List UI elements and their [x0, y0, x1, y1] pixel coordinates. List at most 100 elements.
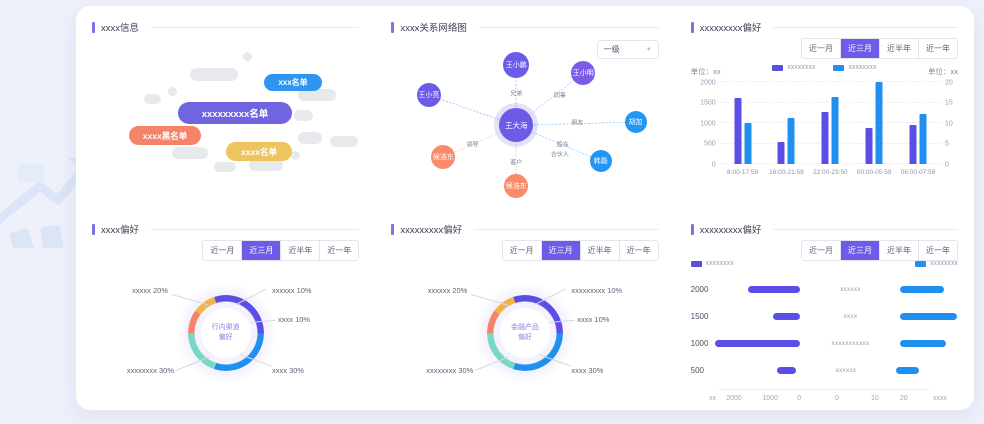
y-axis-tick-left: 1500 — [700, 99, 716, 107]
time-range-tab-1[interactable]: 近三月 — [841, 39, 880, 58]
header-divider — [773, 26, 958, 28]
time-range-tab-1[interactable]: 近三月 — [541, 241, 581, 260]
network-graph[interactable]: 王小鹏 王小明 王小亮 胡加 韩磊 候浩东 候浩东 王大海 兄弟 同事 朋友 股东 合伙人 领导 客户 — [379, 38, 670, 206]
time-range-tab-2[interactable]: 近半年 — [281, 241, 321, 260]
network-node-候浩东[interactable]: 候浩东 — [431, 145, 456, 170]
time-range-tab-1[interactable]: 近三月 — [242, 241, 282, 260]
bar-left[interactable] — [772, 313, 801, 320]
panel-header: xxxxxxxxx偏好 — [690, 20, 958, 34]
donut-center-label: 金融产品 偏好 — [499, 308, 550, 358]
bar-series-1[interactable] — [909, 125, 917, 164]
bar-cell-left — [708, 313, 804, 320]
time-range-tab-0[interactable]: 近一月 — [802, 241, 841, 260]
time-range-tab-1[interactable]: 近三月 — [841, 241, 880, 260]
time-range-tabs[interactable]: 近一月 近三月 近半年 近一年 — [801, 240, 958, 261]
panel-network: xxxx关系网络图 一级 ▼ 王小鹏 王小明 王小亮 胡加 韩磊 候浩东 候浩东 王大海 兄弟同… — [375, 6, 674, 208]
time-range-tab-3[interactable]: 近一年 — [926, 246, 950, 255]
y-axis-tick-left: 0 — [711, 161, 716, 168]
bar-series-2[interactable] — [831, 96, 839, 164]
donut-center-label: 行内渠道 偏好 — [200, 308, 251, 358]
time-range-tab-0[interactable]: 近一月 — [203, 241, 243, 260]
network-node-王小鹏[interactable]: 王小鹏 — [503, 51, 530, 78]
tag-placeholder-shape — [249, 159, 283, 171]
legend-item-right: xxxxxxxx — [915, 260, 958, 267]
bar-left[interactable] — [747, 286, 801, 293]
header-divider — [151, 26, 360, 28]
time-range-tab-2[interactable]: 近半年 — [880, 39, 919, 58]
time-range-tab-0[interactable]: 近一月 — [503, 241, 542, 260]
bar-right[interactable] — [900, 340, 947, 347]
axis-tick: 2000 — [726, 395, 742, 402]
row-label: xxxxxx — [835, 367, 857, 374]
tag-chip-1[interactable]: xxxxxxxxx名单 — [178, 102, 292, 124]
time-range-tab-3[interactable]: 近一年 — [626, 246, 651, 255]
axis-tick: 0 — [797, 395, 801, 402]
chart-legend: xxxxxxxx xxxxxxxx — [675, 64, 974, 71]
network-level-select[interactable]: 一级 ▼ — [596, 40, 659, 59]
bar-left[interactable] — [776, 367, 797, 374]
bar-series-1[interactable] — [865, 127, 873, 164]
bar-right[interactable] — [900, 313, 957, 320]
bar-series-2[interactable] — [744, 123, 752, 164]
time-range-tabs[interactable]: 近一月 近三月 近半年 近一年 — [501, 240, 659, 261]
bar-series-1[interactable] — [777, 141, 785, 164]
y-axis-tick-left: 1000 — [700, 120, 716, 127]
bar-right[interactable] — [900, 286, 945, 293]
chevron-down-icon: ▼ — [645, 46, 652, 53]
axis-tick: 0 — [835, 395, 839, 402]
tag-placeholder-shape — [172, 147, 208, 159]
time-range-tab-0[interactable]: 近一月 — [802, 39, 841, 58]
row-label: xxxxxx — [840, 286, 861, 293]
network-edge-label: 股东 — [556, 142, 569, 149]
panel-title: xxxx偏好 — [101, 225, 140, 236]
time-range-tab-3[interactable]: 近一年 — [327, 246, 352, 255]
bar-series-1[interactable] — [734, 98, 742, 164]
bar-left[interactable] — [715, 340, 801, 347]
tag-cloud: xxx名单 xxxxxxxxx名单 xxxx黑名单 xxxx名单 — [86, 32, 365, 202]
panel-header: xxxx信息 — [92, 20, 360, 34]
y-axis-tick-right: 5 — [945, 140, 949, 148]
time-range-tab-2[interactable]: 近半年 — [581, 241, 620, 260]
legend-label: xxxxxxxx — [848, 64, 877, 71]
panel-title: xxxx关系网络图 — [400, 23, 467, 34]
bar-series-2[interactable] — [919, 113, 927, 164]
unit-label-right: 单位：xx — [928, 67, 958, 76]
time-range-tabs[interactable]: 近一月 近三月 近半年 近一年 — [202, 240, 360, 261]
time-range-tab-2[interactable]: 近半年 — [880, 241, 919, 260]
row-value-left: 1000 — [690, 339, 709, 348]
bar-series-2[interactable] — [787, 118, 795, 164]
panel-title: xxxxxxxxx偏好 — [400, 225, 463, 236]
network-node-王小明[interactable]: 王小明 — [571, 61, 596, 86]
panel-donut-product: xxxxxxxxx偏好 近一月 近三月 近半年 近一年 金融产品 偏好 xxxxxxx… — [375, 208, 674, 410]
network-node-韩磊[interactable]: 韩磊 — [589, 149, 612, 172]
network-node-王大海[interactable]: 王大海 — [499, 108, 534, 143]
gridline — [720, 101, 940, 103]
tornado-rows: 2000xxxxxx201500xxxx151000xxxxxxxxxxx105… — [691, 276, 958, 384]
time-range-tab-3[interactable]: 近一年 — [926, 44, 950, 53]
tag-placeholder-shape — [144, 94, 161, 104]
tag-chip-3[interactable]: xxxx名单 — [226, 142, 292, 161]
gridline — [720, 163, 940, 164]
network-edge — [443, 125, 516, 157]
bar-series-2[interactable] — [875, 82, 883, 164]
tag-placeholder-shape — [243, 52, 252, 61]
header-divider — [478, 26, 659, 28]
legend-label: xxxxxxxx — [787, 64, 816, 71]
time-range-tabs[interactable]: 近一月 近三月 近半年 近一年 — [801, 38, 958, 59]
legend-swatch — [915, 260, 926, 267]
tag-chip-2[interactable]: xxxx黑名单 — [129, 126, 201, 145]
bar-right[interactable] — [896, 367, 920, 374]
donut-slice-label-2: xxxx 30% — [571, 366, 604, 375]
bar-series-1[interactable] — [821, 112, 829, 164]
axis-tick: xx — [708, 395, 716, 402]
panel-donut-channel: xxxx偏好 近一月 近三月 近半年 近一年 行内渠道 偏好 xxxxxx 10% xx… — [76, 208, 375, 410]
network-node-胡加[interactable]: 胡加 — [624, 111, 647, 133]
tag-chip-0[interactable]: xxx名单 — [264, 74, 322, 91]
bar-cell-left — [704, 367, 800, 374]
header-divider — [474, 228, 659, 230]
y-axis-tick-right: 15 — [945, 99, 953, 107]
bar-chart-plot: 0 0 500 5 1000 10 1500 15 2000 20 8:00-17:59 16:00-… — [700, 79, 953, 176]
network-node-候浩东[interactable]: 候浩东 — [504, 173, 529, 198]
panel-title: xxxxxxxxx偏好 — [699, 23, 762, 34]
network-node-王小亮[interactable]: 王小亮 — [416, 83, 441, 108]
